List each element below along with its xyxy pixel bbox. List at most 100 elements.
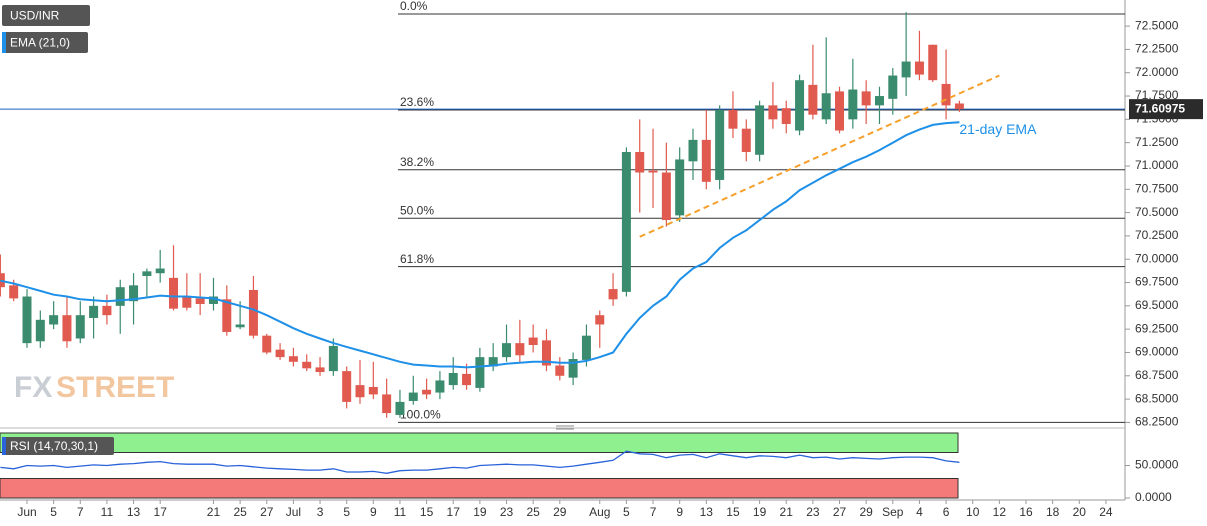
candle-body — [488, 357, 498, 367]
candle-body — [768, 105, 778, 120]
fib-label: 61.8% — [400, 252, 434, 266]
candle-body — [395, 401, 405, 415]
candle-body — [715, 110, 725, 180]
rsi-y-tick-label: 0.0000 — [1135, 490, 1172, 504]
ema-legend-box — [2, 32, 88, 53]
candle-body — [555, 365, 565, 376]
x-tick-label: 3 — [317, 505, 324, 519]
candle-body — [62, 315, 72, 342]
x-tick-label: 5 — [343, 505, 350, 519]
watermark: FX STREET — [14, 371, 174, 404]
y-tick-label: 69.0000 — [1135, 345, 1179, 359]
chart-title: USD/INR — [10, 9, 60, 23]
candle-body — [648, 170, 658, 173]
candle-body — [102, 305, 112, 316]
candle-body — [9, 285, 19, 299]
candle-body — [728, 110, 738, 129]
candle-body — [661, 172, 671, 221]
candle-body — [541, 340, 551, 366]
y-tick-label: 70.2500 — [1135, 228, 1179, 242]
candle-body — [155, 268, 165, 274]
candle-body — [115, 287, 125, 306]
x-tick-label: 13 — [127, 505, 141, 519]
candle-body — [781, 108, 791, 125]
x-tick-label: 19 — [753, 505, 767, 519]
candle-body — [608, 289, 618, 300]
candle-body — [914, 61, 924, 75]
candle-body — [49, 315, 59, 325]
candle-body — [874, 96, 884, 106]
trendline — [639, 74, 1000, 238]
candle-body — [262, 335, 272, 353]
x-tick-label: 7 — [77, 505, 84, 519]
candle-body — [502, 343, 512, 358]
candle-body — [448, 372, 458, 386]
candle-body — [222, 299, 232, 332]
x-tick-label: 27 — [833, 505, 847, 519]
x-tick-label: 5 — [50, 505, 57, 519]
y-tick-label: 71.0000 — [1135, 158, 1179, 172]
x-tick-label: 12 — [993, 505, 1007, 519]
candle-body — [275, 349, 285, 358]
x-tick-label: Sep — [882, 505, 904, 519]
y-tick-label: 69.2500 — [1135, 321, 1179, 335]
y-tick-label: 69.5000 — [1135, 298, 1179, 312]
rsi-oversold-band — [0, 478, 959, 499]
candle-body — [901, 61, 911, 78]
x-tick-label: 5 — [623, 505, 630, 519]
watermark-fx: FX — [14, 371, 52, 404]
watermark-street: STREET — [56, 371, 174, 404]
candle-body — [408, 392, 418, 401]
candle-body — [741, 128, 751, 152]
candle-body — [342, 371, 352, 402]
ema-legend-swatch — [2, 32, 6, 53]
rsi-legend-swatch — [2, 437, 6, 455]
candle-body — [675, 159, 685, 216]
y-tick-label: 72.0000 — [1135, 65, 1179, 79]
candle-body — [302, 361, 312, 369]
y-tick-label: 70.0000 — [1135, 251, 1179, 265]
x-tick-label: 27 — [260, 505, 274, 519]
candle-body — [954, 103, 964, 110]
x-tick-label: 20 — [1073, 505, 1087, 519]
last-price-label: 71.60975 — [1135, 101, 1185, 115]
candle-body — [941, 83, 951, 106]
x-tick-label: 6 — [943, 505, 950, 519]
candle-body — [688, 139, 698, 162]
candle-body — [422, 389, 432, 395]
candle-body — [581, 335, 591, 360]
candle-body — [835, 91, 845, 131]
candle-body — [75, 315, 85, 339]
candle-body — [142, 271, 152, 277]
fib-label: 38.2% — [400, 155, 434, 169]
x-tick-label: 21 — [780, 505, 794, 519]
candle-body — [861, 91, 871, 106]
candle-body — [821, 93, 831, 120]
ema-annotation: 21-day EMA — [959, 121, 1037, 137]
candle-body — [435, 380, 445, 393]
y-tick-label: 71.7500 — [1135, 88, 1179, 102]
fib-label: 23.6% — [400, 95, 434, 109]
candle-body — [462, 373, 472, 386]
candle-body — [848, 89, 858, 120]
rsi-y-tick-label: 50.0000 — [1135, 458, 1179, 472]
candle-body — [568, 358, 578, 378]
x-tick-label: 10 — [966, 505, 980, 519]
x-tick-label: 25 — [233, 505, 247, 519]
x-tick-label: 4 — [916, 505, 923, 519]
rsi-line — [0, 450, 960, 474]
candle-body — [315, 367, 325, 373]
x-tick-label: Jul — [286, 505, 301, 519]
x-tick-label: 13 — [700, 505, 714, 519]
candle-body — [169, 277, 179, 309]
y-tick-label: 72.2500 — [1135, 42, 1179, 56]
x-tick-label: 15 — [420, 505, 434, 519]
y-tick-label: 69.7500 — [1135, 275, 1179, 289]
candle-body — [368, 386, 378, 395]
candle-body — [888, 75, 898, 99]
ema-line — [0, 121, 960, 369]
candle-body — [621, 151, 631, 292]
candle-body — [701, 139, 711, 182]
last-price-box — [1129, 99, 1203, 120]
